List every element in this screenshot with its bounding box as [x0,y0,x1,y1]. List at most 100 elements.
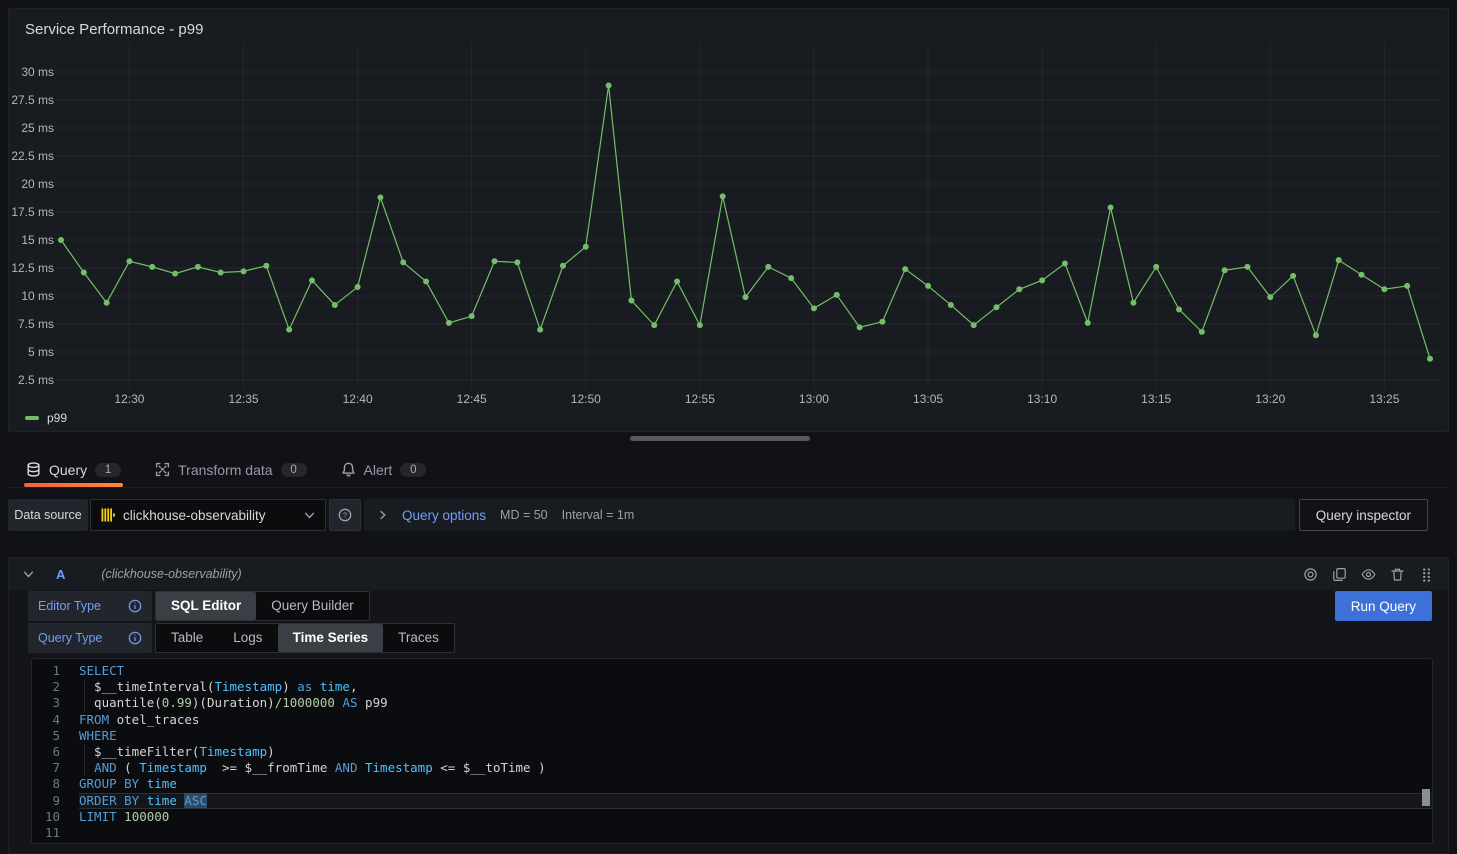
record-circle-icon[interactable] [1303,567,1318,582]
query-row-header[interactable]: A (clickhouse-observability) [9,558,1448,590]
collapse-chevron-icon[interactable] [23,569,34,580]
tab-transform-label: Transform data [178,462,272,478]
query-row-actions [1303,567,1434,582]
svg-text:13:00: 13:00 [799,392,829,406]
svg-text:12:45: 12:45 [457,392,487,406]
svg-text:?: ? [343,511,347,520]
tab-alert-count-badge: 0 [400,463,426,477]
datasource-picker[interactable]: clickhouse-observability [90,499,326,531]
legend-series-label: p99 [47,411,67,425]
bell-icon [341,462,356,477]
database-icon [26,462,41,477]
copy-icon[interactable] [1332,567,1347,582]
svg-text:12:50: 12:50 [571,392,601,406]
clickhouse-logo-icon [101,508,115,522]
svg-text:13:05: 13:05 [913,392,943,406]
svg-text:25 ms: 25 ms [21,121,54,135]
svg-text:12:40: 12:40 [343,392,373,406]
timeseries-panel: Service Performance - p99 30 ms27.5 ms25… [8,8,1449,432]
svg-text:12.5 ms: 12.5 ms [11,261,54,275]
tab-transform-data[interactable]: Transform data 0 [153,452,308,487]
chevron-right-icon [378,510,388,520]
editor-type-row: Editor Type SQL EditorQuery Builder [28,591,370,621]
query-type-option-time-series[interactable]: Time Series [278,624,384,652]
datasource-picker-value: clickhouse-observability [123,508,296,523]
code-line-5: 5WHERE [32,728,1432,744]
query-inspector-button[interactable]: Query inspector [1299,499,1428,531]
editor-tabbar: Query 1 Transform data 0 Alert 0 [8,452,1449,488]
svg-text:20 ms: 20 ms [21,177,54,191]
svg-text:27.5 ms: 27.5 ms [11,93,54,107]
svg-text:12:35: 12:35 [229,392,259,406]
editor-type-radio-group: SQL EditorQuery Builder [155,591,370,621]
sql-code-editor[interactable]: 1SELECT2 $__timeInterval(Timestamp) as t… [31,658,1433,844]
svg-text:15 ms: 15 ms [21,233,54,247]
legend-item-p99[interactable]: p99 [25,411,67,425]
question-circle-icon: ? [338,508,352,522]
drag-grip-icon[interactable] [1419,567,1434,582]
svg-text:13:25: 13:25 [1369,392,1399,406]
editor-type-label-box: Editor Type [28,591,152,621]
datasource-label: Data source [8,499,88,531]
query-type-row: Query Type TableLogsTime SeriesTraces [28,623,455,653]
svg-text:13:10: 13:10 [1027,392,1057,406]
query-datasource-hint: (clickhouse-observability) [101,567,241,581]
svg-text:7.5 ms: 7.5 ms [18,317,54,331]
run-query-button[interactable]: Run Query [1335,591,1432,621]
code-line-2: 2 $__timeInterval(Timestamp) as time, [32,679,1432,695]
svg-text:30 ms: 30 ms [21,65,54,79]
code-line-1: 1SELECT [32,663,1432,679]
query-type-radio-group: TableLogsTime SeriesTraces [155,623,455,653]
query-type-option-logs[interactable]: Logs [218,624,277,652]
tab-query-count-badge: 1 [95,463,121,477]
overview-ruler-cursor-marker [1422,789,1430,806]
query-options-md: MD = 50 [500,508,548,522]
code-line-9: 9ORDER BY time ASC [32,793,1432,809]
code-line-3: 3 quantile(0.99)(Duration)/1000000 AS p9… [32,695,1432,711]
svg-text:17.5 ms: 17.5 ms [11,205,54,219]
tab-alert-label: Alert [364,462,393,478]
query-options-interval: Interval = 1m [562,508,635,522]
legend-series-marker [25,416,39,420]
code-line-11: 11 [32,825,1432,841]
query-type-option-table[interactable]: Table [156,624,218,652]
horizontal-scrollbar-thumb[interactable] [630,436,810,441]
editor-type-option-sql-editor[interactable]: SQL Editor [156,592,256,620]
tab-alert[interactable]: Alert 0 [339,452,429,487]
svg-text:13:15: 13:15 [1141,392,1171,406]
query-editor-card: A (clickhouse-observability) [8,557,1449,854]
info-circle-icon[interactable] [128,599,142,613]
svg-text:22.5 ms: 22.5 ms [11,149,54,163]
query-options-link: Query options [402,508,486,523]
timeseries-chart[interactable]: 30 ms 27.5 ms 25 ms 22.5 ms 20 ms 17.5 ms 15 m… [9,9,1448,431]
tab-query[interactable]: Query 1 [24,452,123,487]
code-line-8: 8GROUP BY time [32,776,1432,792]
code-line-4: 4FROM otel_traces [32,712,1432,728]
code-line-6: 6 $__timeFilter(Timestamp) [32,744,1432,760]
svg-text:2.5 ms: 2.5 ms [18,373,54,387]
query-type-option-traces[interactable]: Traces [383,624,454,652]
editor-type-option-query-builder[interactable]: Query Builder [256,592,369,620]
info-circle-icon[interactable] [128,631,142,645]
code-line-10: 10LIMIT 100000 [32,809,1432,825]
chevron-down-icon [304,510,315,521]
datasource-help-button[interactable]: ? [329,499,361,531]
svg-text:13:20: 13:20 [1255,392,1285,406]
code-line-7: 7 AND ( Timestamp >= $__fromTime AND Tim… [32,760,1432,776]
transform-icon [155,462,170,477]
query-options-header[interactable]: Query options MD = 50 Interval = 1m [364,499,1295,531]
query-type-label: Query Type [38,631,102,645]
query-ref-id: A [56,567,65,582]
svg-text:5 ms: 5 ms [28,345,54,359]
tab-transform-count-badge: 0 [281,463,307,477]
query-type-label-box: Query Type [28,623,152,653]
svg-text:12:55: 12:55 [685,392,715,406]
editor-type-label: Editor Type [38,599,101,613]
datasource-row: Data source clickhouse-observability ? Q… [8,499,1449,531]
grafana-panel-edit-screen: Service Performance - p99 30 ms27.5 ms25… [0,0,1457,854]
trash-icon[interactable] [1390,567,1405,582]
svg-text:10 ms: 10 ms [21,289,54,303]
eye-icon[interactable] [1361,567,1376,582]
tab-query-label: Query [49,462,87,478]
svg-text:12:30: 12:30 [114,392,144,406]
